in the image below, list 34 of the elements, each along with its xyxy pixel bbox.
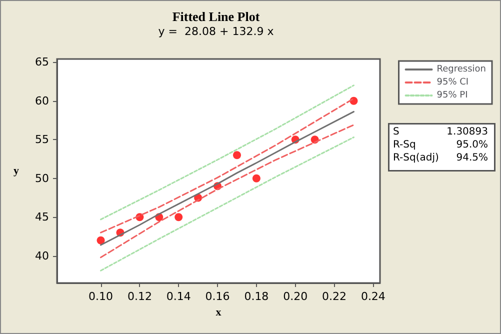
text: 95.0%	[456, 140, 488, 150]
chart-subtitle: y = 28.08 + 132.9 x	[158, 25, 274, 38]
y-tick-label: 45	[35, 210, 49, 224]
y-tick-label: 55	[35, 133, 49, 146]
y-tick-label: 60	[35, 94, 49, 108]
legend-label: Regression	[436, 64, 486, 74]
text: 94.5%	[456, 152, 488, 164]
text: S	[393, 126, 400, 138]
line-series	[100, 124, 354, 258]
point	[252, 174, 260, 182]
y-tick-label: 50	[35, 172, 49, 185]
y-axis-title: y	[14, 165, 20, 177]
x-axis-title: x	[216, 306, 222, 318]
chart-title: Fitted Line Plot	[172, 9, 260, 24]
legend-label: 95% PI	[436, 90, 468, 100]
point	[96, 236, 105, 244]
x-tick-label: 0.22	[322, 290, 347, 303]
y-tick-label: 40	[35, 249, 49, 262]
x-tick-label: 0.18	[244, 290, 269, 303]
point	[232, 151, 241, 160]
text: R-Sq	[393, 140, 416, 150]
y-tick-label: 65	[35, 56, 49, 69]
x-tick-label: 0.20	[283, 290, 308, 303]
x-tick-label: 0.12	[127, 290, 152, 303]
x-tick-label: 0.24	[360, 290, 386, 303]
line-series	[100, 84, 354, 220]
point	[174, 213, 183, 222]
x-tick-label: 0.14	[166, 290, 191, 303]
x-tick-label: 0.16	[205, 290, 230, 303]
text: 1.30893	[446, 126, 488, 138]
x-tick-label: 0.10	[88, 290, 114, 303]
line-series	[100, 136, 354, 272]
text: R-Sq(adj)	[393, 152, 439, 164]
legend-label: 95% CI	[436, 78, 469, 88]
